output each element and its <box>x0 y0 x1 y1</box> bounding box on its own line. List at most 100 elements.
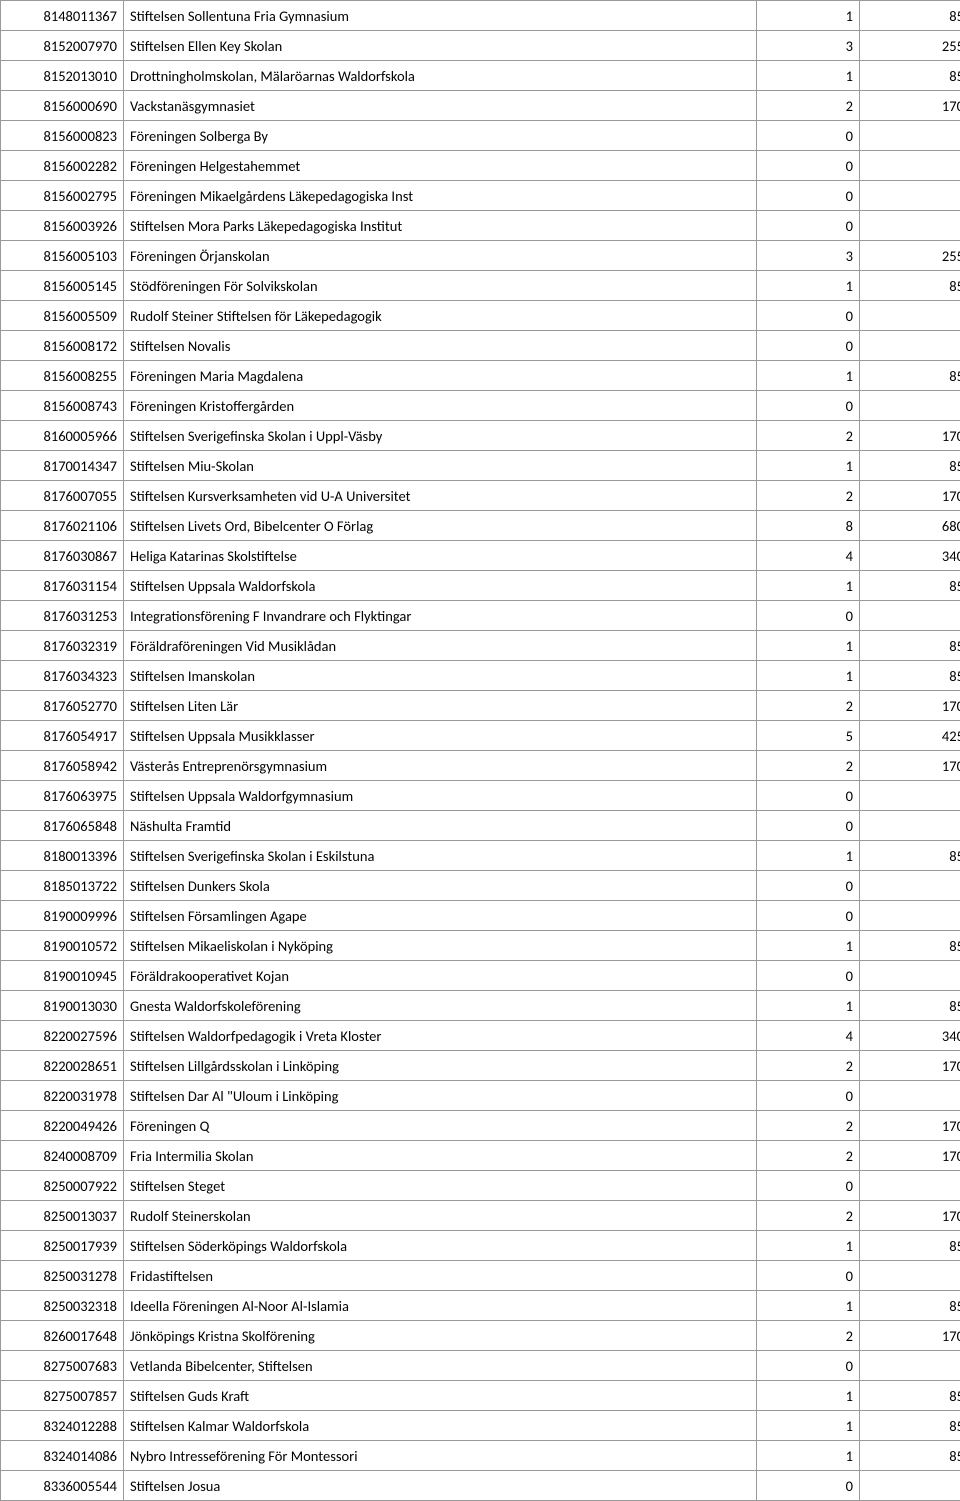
cell-id: 8324012288 <box>1 1411 124 1441</box>
cell-id: 8220027596 <box>1 1021 124 1051</box>
cell-id: 8250031278 <box>1 1261 124 1291</box>
cell-c4: 85000 <box>860 631 960 661</box>
cell-name: Stiftelsen Sollentuna Fria Gymnasium <box>124 1 757 31</box>
cell-c3: 1 <box>757 631 860 661</box>
cell-name: Stiftelsen Kursverksamheten vid U-A Univ… <box>124 481 757 511</box>
cell-name: Fridastiftelsen <box>124 1261 757 1291</box>
cell-name: Vetlanda Bibelcenter, Stiftelsen <box>124 1351 757 1381</box>
cell-id: 8190013030 <box>1 991 124 1021</box>
cell-c4: 170000 <box>860 691 960 721</box>
table-row: 8250013037Rudolf Steinerskolan2170000 <box>1 1201 960 1231</box>
cell-c3: 2 <box>757 1051 860 1081</box>
table-row: 8180013396Stiftelsen Sverigefinska Skola… <box>1 841 960 871</box>
data-table-body: 8148011367Stiftelsen Sollentuna Fria Gym… <box>1 1 960 1501</box>
table-row: 8220028651Stiftelsen Lillgårdsskolan i L… <box>1 1051 960 1081</box>
cell-c4: 255000 <box>860 241 960 271</box>
table-row: 8220031978Stiftelsen Dar Al "Uloum i Lin… <box>1 1081 960 1111</box>
cell-id: 8176054917 <box>1 721 124 751</box>
cell-c4: 0 <box>860 331 960 361</box>
table-row: 8324012288Stiftelsen Kalmar Waldorfskola… <box>1 1411 960 1441</box>
cell-id: 8176021106 <box>1 511 124 541</box>
cell-id: 8160005966 <box>1 421 124 451</box>
cell-c3: 0 <box>757 781 860 811</box>
cell-id: 8190009996 <box>1 901 124 931</box>
cell-c4: 85000 <box>860 571 960 601</box>
cell-c3: 0 <box>757 1081 860 1111</box>
cell-c3: 3 <box>757 241 860 271</box>
cell-c3: 2 <box>757 751 860 781</box>
cell-c3: 2 <box>757 1201 860 1231</box>
cell-id: 8156005145 <box>1 271 124 301</box>
cell-name: Föreningen Helgestahemmet <box>124 151 757 181</box>
cell-c4: 0 <box>860 1471 960 1501</box>
cell-name: Jönköpings Kristna Skolförening <box>124 1321 757 1351</box>
table-row: 8176032319Föräldraföreningen Vid Musiklå… <box>1 631 960 661</box>
cell-id: 8220028651 <box>1 1051 124 1081</box>
cell-c3: 0 <box>757 961 860 991</box>
cell-name: Ideella Föreningen Al-Noor Al-Islamia <box>124 1291 757 1321</box>
cell-c4: 170000 <box>860 1111 960 1141</box>
table-row: 8156005103Föreningen Örjanskolan3255000 <box>1 241 960 271</box>
cell-c3: 2 <box>757 1141 860 1171</box>
table-row: 8156005145Stödföreningen För Solvikskola… <box>1 271 960 301</box>
cell-c3: 1 <box>757 1231 860 1261</box>
cell-name: Stiftelsen Mikaeliskolan i Nyköping <box>124 931 757 961</box>
cell-name: Drottningholmskolan, Mälaröarnas Waldorf… <box>124 61 757 91</box>
cell-c3: 1 <box>757 451 860 481</box>
cell-id: 8275007857 <box>1 1381 124 1411</box>
table-row: 8176007055Stiftelsen Kursverksamheten vi… <box>1 481 960 511</box>
cell-c3: 1 <box>757 1411 860 1441</box>
cell-id: 8152013010 <box>1 61 124 91</box>
table-row: 8156000823Föreningen Solberga By00 <box>1 121 960 151</box>
table-row: 8156005509Rudolf Steiner Stiftelsen för … <box>1 301 960 331</box>
cell-id: 8176065848 <box>1 811 124 841</box>
cell-name: Stiftelsen Dunkers Skola <box>124 871 757 901</box>
cell-id: 8220049426 <box>1 1111 124 1141</box>
cell-c3: 0 <box>757 1351 860 1381</box>
table-row: 8190010945Föräldrakooperativet Kojan00 <box>1 961 960 991</box>
cell-c4: 85000 <box>860 361 960 391</box>
cell-name: Stiftelsen Uppsala Musikklasser <box>124 721 757 751</box>
table-row: 8156000690Vackstanäsgymnasiet2170000 <box>1 91 960 121</box>
cell-name: Stiftelsen Söderköpings Waldorfskola <box>124 1231 757 1261</box>
cell-name: Stödföreningen För Solvikskolan <box>124 271 757 301</box>
cell-id: 8148011367 <box>1 1 124 31</box>
cell-id: 8156008255 <box>1 361 124 391</box>
cell-name: Stiftelsen Församlingen Agape <box>124 901 757 931</box>
cell-name: Heliga Katarinas Skolstiftelse <box>124 541 757 571</box>
table-row: 8176034323Stiftelsen Imanskolan185000 <box>1 661 960 691</box>
cell-name: Föreningen Mikaelgårdens Läkepedagogiska… <box>124 181 757 211</box>
table-row: 8190010572Stiftelsen Mikaeliskolan i Nyk… <box>1 931 960 961</box>
cell-c3: 1 <box>757 1441 860 1471</box>
table-row: 8250032318Ideella Föreningen Al-Noor Al-… <box>1 1291 960 1321</box>
table-row: 8156003926Stiftelsen Mora Parks Läkepeda… <box>1 211 960 241</box>
cell-c4: 0 <box>860 211 960 241</box>
table-row: 8152007970Stiftelsen Ellen Key Skolan325… <box>1 31 960 61</box>
table-row: 8176030867Heliga Katarinas Skolstiftelse… <box>1 541 960 571</box>
cell-c3: 1 <box>757 991 860 1021</box>
table-row: 8156008172Stiftelsen Novalis00 <box>1 331 960 361</box>
cell-c4: 0 <box>860 961 960 991</box>
table-row: 8250031278Fridastiftelsen00 <box>1 1261 960 1291</box>
cell-name: Föreningen Solberga By <box>124 121 757 151</box>
cell-name: Stiftelsen Miu-Skolan <box>124 451 757 481</box>
table-row: 8176054917Stiftelsen Uppsala Musikklasse… <box>1 721 960 751</box>
cell-id: 8156005509 <box>1 301 124 331</box>
cell-c4: 85000 <box>860 271 960 301</box>
cell-c3: 1 <box>757 1381 860 1411</box>
cell-id: 8156000690 <box>1 91 124 121</box>
table-row: 8336005544Stiftelsen Josua00 <box>1 1471 960 1501</box>
cell-id: 8156008743 <box>1 391 124 421</box>
cell-id: 8250007922 <box>1 1171 124 1201</box>
cell-name: Stiftelsen Josua <box>124 1471 757 1501</box>
cell-name: Stiftelsen Guds Kraft <box>124 1381 757 1411</box>
cell-c4: 0 <box>860 181 960 211</box>
cell-c4: 85000 <box>860 1 960 31</box>
table-row: 8220049426Föreningen Q2170000 <box>1 1111 960 1141</box>
cell-c3: 1 <box>757 1291 860 1321</box>
cell-name: Näshulta Framtid <box>124 811 757 841</box>
table-row: 8250017939Stiftelsen Söderköpings Waldor… <box>1 1231 960 1261</box>
cell-name: Stiftelsen Kalmar Waldorfskola <box>124 1411 757 1441</box>
cell-id: 8156008172 <box>1 331 124 361</box>
table-row: 8156002282Föreningen Helgestahemmet00 <box>1 151 960 181</box>
